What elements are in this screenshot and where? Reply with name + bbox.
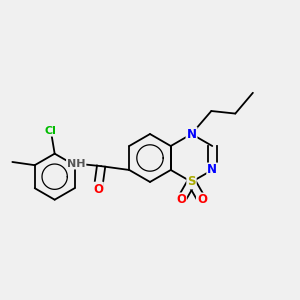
Text: O: O: [93, 183, 103, 196]
Text: O: O: [176, 194, 186, 206]
Text: S: S: [187, 176, 196, 188]
Text: Cl: Cl: [45, 126, 57, 136]
Text: N: N: [207, 164, 217, 176]
Text: O: O: [197, 194, 207, 206]
Text: NH: NH: [67, 159, 86, 169]
Text: N: N: [187, 128, 196, 140]
